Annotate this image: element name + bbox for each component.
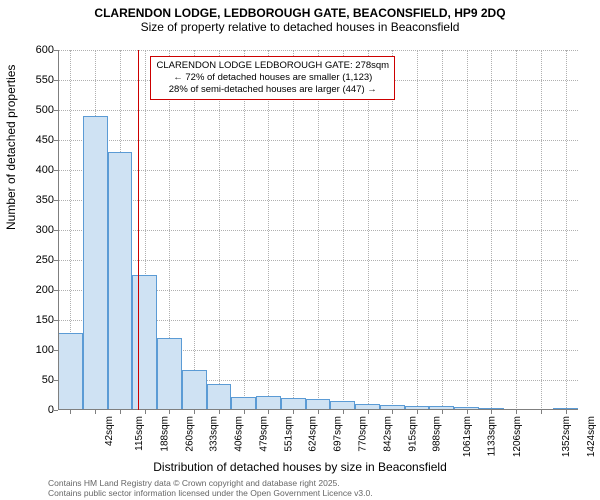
xtick-label: 1206sqm: [512, 416, 523, 457]
xtick-mark: [318, 410, 319, 414]
gridline-v: [318, 50, 319, 410]
xtick-mark: [368, 410, 369, 414]
title-line-1: CLARENDON LODGE, LEDBOROUGH GATE, BEACON…: [0, 6, 600, 20]
reference-line: [138, 50, 139, 410]
ytick-mark: [54, 410, 58, 411]
gridline-v: [343, 50, 344, 410]
ytick-label: 300: [14, 224, 54, 236]
xtick-mark: [194, 410, 195, 414]
annotation-line: 28% of semi-detached houses are larger (…: [156, 84, 389, 96]
ytick-label: 500: [14, 104, 54, 116]
xtick-mark: [467, 410, 468, 414]
xtick-label: 1133sqm: [486, 416, 497, 456]
x-axis: [58, 409, 578, 410]
x-axis-label: Distribution of detached houses by size …: [0, 460, 600, 474]
histogram-bar: [108, 152, 133, 410]
xtick-label: 915sqm: [407, 416, 418, 452]
annotation-line: ← 72% of detached houses are smaller (1,…: [156, 72, 389, 84]
plot-area: 05010015020025030035040045050055060042sq…: [58, 50, 578, 410]
xtick-label: 697sqm: [333, 416, 344, 452]
footer-line-2: Contains public sector information licen…: [48, 489, 373, 498]
gridline-v: [566, 50, 567, 410]
xtick-mark: [268, 410, 269, 414]
xtick-label: 479sqm: [259, 416, 270, 452]
xtick-mark: [145, 410, 146, 414]
gridline-v: [541, 50, 542, 410]
xtick-label: 42sqm: [104, 416, 115, 446]
ytick-label: 100: [14, 344, 54, 356]
xtick-label: 988sqm: [432, 416, 443, 452]
xtick-label: 1352sqm: [561, 416, 572, 457]
xtick-label: 188sqm: [159, 416, 170, 452]
ytick-label: 50: [14, 374, 54, 386]
ytick-label: 350: [14, 194, 54, 206]
gridline-v: [467, 50, 468, 410]
histogram-bar: [83, 116, 108, 410]
xtick-label: 1424sqm: [586, 416, 597, 457]
gridline-v: [368, 50, 369, 410]
gridline-v: [417, 50, 418, 410]
xtick-mark: [417, 410, 418, 414]
xtick-mark: [343, 410, 344, 414]
gridline-v: [491, 50, 492, 410]
xtick-mark: [70, 410, 71, 414]
gridline-v: [516, 50, 517, 410]
xtick-mark: [516, 410, 517, 414]
xtick-mark: [244, 410, 245, 414]
ytick-label: 200: [14, 284, 54, 296]
gridline-v: [392, 50, 393, 410]
xtick-label: 1061sqm: [462, 416, 473, 457]
footer-attribution: Contains HM Land Registry data © Crown c…: [48, 479, 373, 498]
annotation-line: CLARENDON LODGE LEDBOROUGH GATE: 278sqm: [156, 60, 389, 72]
xtick-label: 115sqm: [134, 416, 145, 451]
chart-title: CLARENDON LODGE, LEDBOROUGH GATE, BEACON…: [0, 0, 600, 35]
gridline-v: [293, 50, 294, 410]
xtick-mark: [392, 410, 393, 414]
xtick-label: 551sqm: [283, 416, 294, 452]
xtick-label: 333sqm: [209, 416, 220, 452]
ytick-label: 150: [14, 314, 54, 326]
ytick-label: 0: [14, 404, 54, 416]
histogram-bar: [182, 370, 207, 410]
histogram-bar: [256, 396, 281, 410]
ytick-label: 250: [14, 254, 54, 266]
histogram-bar: [132, 275, 157, 410]
gridline-v: [268, 50, 269, 410]
ytick-label: 600: [14, 44, 54, 56]
gridline-v: [244, 50, 245, 410]
xtick-mark: [566, 410, 567, 414]
gridline-v: [442, 50, 443, 410]
xtick-mark: [120, 410, 121, 414]
ytick-label: 450: [14, 134, 54, 146]
ytick-label: 400: [14, 164, 54, 176]
y-axis: [58, 50, 59, 410]
annotation-box: CLARENDON LODGE LEDBOROUGH GATE: 278sqm←…: [150, 56, 395, 100]
xtick-label: 260sqm: [184, 416, 195, 452]
xtick-label: 406sqm: [234, 416, 245, 452]
xtick-mark: [293, 410, 294, 414]
xtick-mark: [442, 410, 443, 414]
xtick-label: 770sqm: [358, 416, 369, 452]
xtick-mark: [95, 410, 96, 414]
histogram-bar: [207, 384, 232, 410]
gridline-v: [219, 50, 220, 410]
xtick-label: 624sqm: [308, 416, 319, 452]
xtick-label: 842sqm: [382, 416, 393, 452]
xtick-mark: [219, 410, 220, 414]
histogram-bar: [58, 333, 83, 410]
xtick-mark: [491, 410, 492, 414]
gridline-v: [194, 50, 195, 410]
title-line-2: Size of property relative to detached ho…: [0, 20, 600, 34]
xtick-mark: [169, 410, 170, 414]
histogram-bar: [157, 338, 182, 410]
ytick-label: 550: [14, 74, 54, 86]
xtick-mark: [541, 410, 542, 414]
